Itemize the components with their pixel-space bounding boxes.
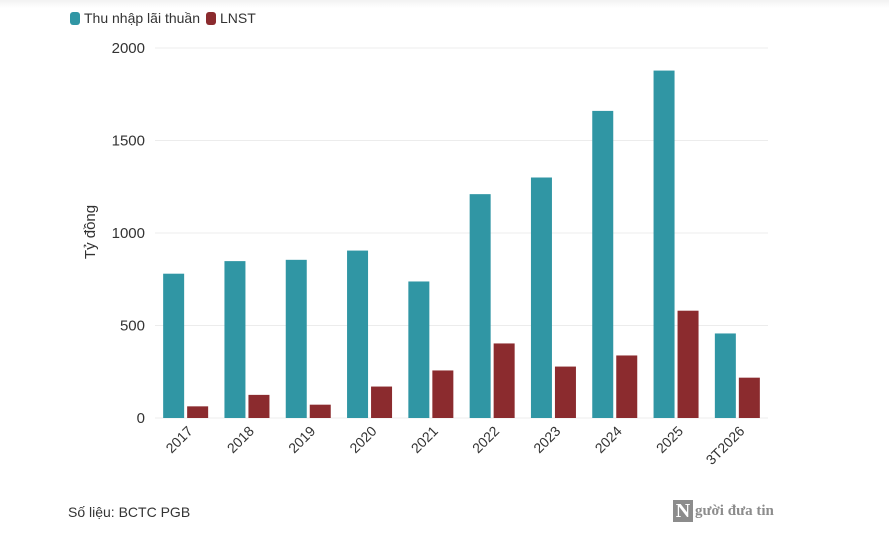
bar-thu-nhap-2019[interactable] bbox=[285, 259, 307, 418]
x-tick-label: 2022 bbox=[469, 423, 502, 456]
y-tick-label: 2000 bbox=[112, 40, 145, 57]
bar-thu-nhap-2024[interactable] bbox=[592, 110, 614, 419]
legend-item-lnst[interactable]: LNST bbox=[205, 10, 256, 26]
y-tick-label: 0 bbox=[137, 410, 145, 427]
x-tick-label: 2023 bbox=[530, 423, 563, 456]
y-axis-ticks: 0 500 1000 1500 2000 bbox=[112, 40, 145, 427]
bar-lnst-2021[interactable] bbox=[432, 370, 454, 418]
bar-lnst-3T2026[interactable] bbox=[738, 377, 760, 418]
chart-legend: Thu nhập lãi thuần LNST bbox=[70, 8, 262, 28]
y-tick-label: 500 bbox=[120, 318, 145, 335]
watermark-logo: N gười đưa tin bbox=[673, 499, 774, 523]
bar-thu-nhap-2023[interactable] bbox=[530, 177, 552, 419]
x-tick-label: 2017 bbox=[162, 423, 195, 456]
bar-lnst-2020[interactable] bbox=[371, 386, 393, 418]
logo-mark: N bbox=[673, 500, 693, 522]
logo-text: gười đưa tin bbox=[695, 502, 774, 519]
bar-thu-nhap-3T2026[interactable] bbox=[714, 333, 736, 418]
bar-lnst-2017[interactable] bbox=[187, 406, 209, 418]
x-tick-label: 2025 bbox=[653, 423, 686, 456]
x-tick-label: 2021 bbox=[408, 423, 441, 456]
bar-thu-nhap-2017[interactable] bbox=[163, 273, 185, 418]
bar-lnst-2022[interactable] bbox=[493, 343, 515, 418]
bar-thu-nhap-2021[interactable] bbox=[408, 281, 430, 418]
bar-lnst-2019[interactable] bbox=[309, 404, 331, 418]
y-tick-label: 1500 bbox=[112, 133, 145, 150]
x-tick-label: 3T2026 bbox=[703, 423, 748, 468]
bar-lnst-2024[interactable] bbox=[616, 355, 638, 418]
grid-lines bbox=[155, 47, 768, 419]
x-tick-label: 2020 bbox=[346, 423, 379, 456]
x-tick-label: 2019 bbox=[285, 423, 318, 456]
x-axis-ticks: 2017 2018 2019 2020 2021 2022 2023 2024 2025 3T20… bbox=[162, 423, 747, 468]
bar-thu-nhap-2022[interactable] bbox=[469, 194, 491, 418]
source-note: Số liệu: BCTC PGB bbox=[68, 504, 191, 520]
bar-thu-nhap-2020[interactable] bbox=[347, 250, 369, 418]
bar-lnst-2018[interactable] bbox=[248, 394, 270, 418]
bar-thu-nhap-2018[interactable] bbox=[224, 261, 246, 418]
y-tick-label: 1000 bbox=[112, 225, 145, 242]
legend-label-lnst: LNST bbox=[219, 10, 256, 26]
y-axis-label: Tỷ đồng bbox=[82, 205, 99, 259]
x-tick-label: 2018 bbox=[224, 423, 257, 456]
legend-item-thu-nhap[interactable]: Thu nhập lãi thuần bbox=[70, 10, 200, 26]
x-tick-label: 2024 bbox=[592, 423, 625, 456]
top-shadow-bar bbox=[0, 0, 889, 8]
bar-lnst-2023[interactable] bbox=[554, 366, 576, 418]
legend-swatch-thu-nhap bbox=[70, 11, 80, 25]
bar-lnst-2025[interactable] bbox=[677, 310, 699, 418]
legend-swatch-lnst bbox=[205, 11, 216, 25]
legend-label-thu-nhap: Thu nhập lãi thuần bbox=[84, 10, 200, 26]
bar-thu-nhap-2025[interactable] bbox=[653, 70, 675, 418]
bars bbox=[163, 70, 760, 419]
